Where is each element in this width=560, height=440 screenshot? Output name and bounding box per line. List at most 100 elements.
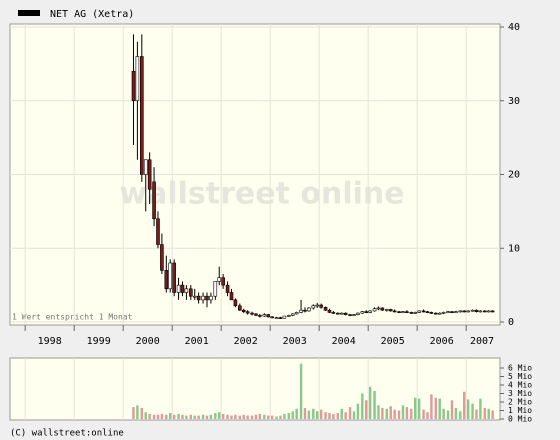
volume-bar (316, 411, 319, 419)
volume-bar (344, 412, 347, 419)
legend-swatch (18, 10, 40, 16)
candle-body (343, 312, 348, 315)
volume-bar (144, 412, 147, 419)
candle-body (368, 310, 372, 313)
volume-bar (291, 411, 294, 419)
candle-body (258, 315, 262, 317)
volume-bar (307, 410, 311, 419)
candle-body (454, 311, 458, 313)
candle-body (213, 281, 218, 297)
candle-body (168, 262, 173, 290)
volume-bar (438, 398, 441, 419)
volume-bar (279, 415, 282, 419)
candle-body (376, 307, 381, 310)
candle-body (490, 310, 495, 313)
candle-body (323, 306, 328, 311)
volume-bar (471, 403, 474, 419)
candle-body (205, 295, 209, 301)
candle-body (160, 244, 164, 271)
candle-body (143, 159, 148, 175)
volume-bar (426, 412, 429, 419)
candle-body (164, 270, 169, 290)
volume-bar (140, 407, 144, 419)
candle-body (225, 284, 230, 293)
volume-bar (442, 408, 445, 419)
x-tick-label: 2005 (381, 336, 405, 347)
volume-tick-label: 6 Mio (508, 364, 532, 373)
candle-body (238, 305, 242, 311)
volume-bar (483, 407, 487, 419)
candle-body (450, 311, 454, 313)
volume-bar (405, 407, 409, 419)
volume-bar (246, 415, 249, 419)
volume-bar (377, 405, 380, 419)
volume-bar (172, 414, 176, 419)
candle-body (470, 309, 475, 312)
candle-body (192, 295, 197, 298)
volume-bar (417, 398, 421, 419)
volume-bar (389, 406, 392, 419)
volume-bar (181, 414, 184, 419)
candle-body (397, 311, 401, 313)
candle-body (434, 312, 438, 315)
candle-body (229, 292, 234, 301)
volume-bar (230, 415, 233, 419)
volume-bar (136, 405, 139, 419)
volume-bar (267, 415, 270, 419)
candle-body (196, 295, 201, 301)
candle-body (287, 315, 291, 317)
volume-bar (275, 416, 278, 419)
volume-bar (393, 409, 396, 419)
volume-bar (365, 400, 368, 419)
volume-bar (132, 407, 135, 419)
volume-bar (475, 409, 478, 419)
volume-bar (487, 408, 490, 419)
volume-bar (340, 408, 343, 419)
candle-body (417, 310, 421, 313)
volume-bar (197, 415, 200, 419)
candle-body (336, 312, 340, 315)
volume-bar (156, 414, 160, 419)
candle-body (140, 56, 144, 175)
volume-bar (283, 413, 286, 419)
volume-bar (160, 413, 164, 419)
candle-body (241, 309, 246, 312)
volume-bar (258, 413, 262, 419)
volume-bar (295, 408, 298, 419)
candle-body (385, 309, 389, 311)
candle-body (270, 316, 274, 319)
copyright: (C) wallstreet:online (10, 429, 124, 439)
candle-body (478, 310, 483, 313)
volume-bar (299, 363, 303, 419)
volume-bar (466, 399, 470, 419)
candle-body (486, 310, 491, 313)
y-tick-label: 10 (508, 243, 520, 254)
candle-body (319, 304, 323, 308)
volume-bar (165, 414, 168, 419)
volume-panel (9, 357, 501, 421)
y-tick-label: 30 (508, 96, 520, 107)
volume-bar (368, 386, 372, 419)
volume-tick-label: 1 Mio (508, 406, 532, 415)
candle-body (262, 314, 267, 317)
x-tick-label: 1998 (38, 336, 62, 347)
volume-bar (381, 407, 384, 419)
note: 1 Wert entspricht 1 Monat (12, 313, 133, 322)
candle-body (441, 312, 446, 314)
candle-body (152, 181, 156, 220)
candle-body (421, 310, 426, 313)
candle-body (356, 312, 360, 315)
volume-bar (430, 394, 433, 419)
volume-bar (312, 408, 315, 419)
volume-bar (193, 415, 196, 419)
x-tick-label: 1999 (87, 336, 111, 347)
x-tick-label: 2007 (470, 336, 494, 347)
candle-body (409, 312, 414, 314)
volume-bar (414, 397, 417, 419)
volume-bar (234, 414, 237, 419)
x-tick-label: 2006 (430, 336, 454, 347)
volume-bar (177, 413, 180, 419)
candle-body (413, 312, 418, 314)
candle-body (189, 288, 193, 297)
